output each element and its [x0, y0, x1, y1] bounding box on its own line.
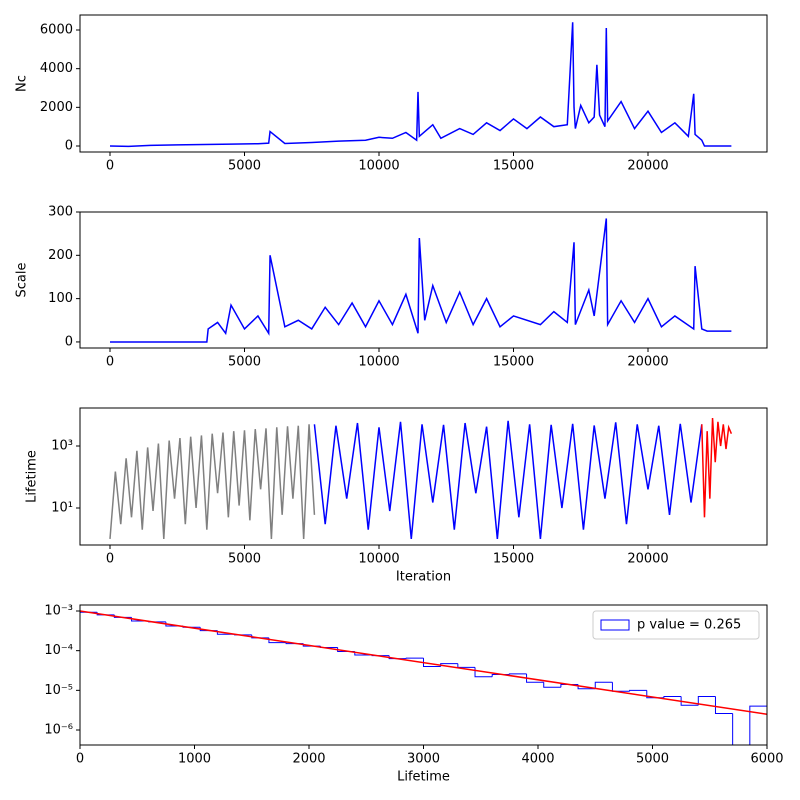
x-tick-label: 2000 [292, 752, 325, 767]
histogram-bin [508, 673, 527, 675]
x-tick-label: 15000 [493, 552, 534, 567]
x-tick-label: 5000 [636, 752, 669, 767]
x-tick-label: 5000 [228, 552, 261, 567]
x-tick-label: 0 [106, 159, 114, 174]
legend-label: p value = 0.265 [637, 618, 741, 633]
x-tick-label: 6000 [750, 752, 783, 767]
histogram-bin [594, 681, 613, 689]
x-axis-label: Iteration [396, 570, 451, 585]
x-tick-label: 0 [106, 552, 114, 567]
x-tick-label: 20000 [627, 355, 668, 370]
line-series [109, 424, 316, 540]
x-tick-label: 5000 [228, 159, 261, 174]
x-tick-label: 15000 [493, 159, 534, 174]
histogram-bin [80, 611, 98, 745]
x-tick-label: 20000 [627, 552, 668, 567]
histogram-bin [714, 696, 733, 715]
legend-swatch [600, 619, 630, 631]
y-tick-label: 300 [48, 205, 73, 220]
x-tick-label: 0 [76, 752, 84, 767]
line-series [701, 417, 733, 518]
x-tick-label: 1000 [178, 752, 211, 767]
y-tick-label: 10⁻⁴ [44, 643, 73, 658]
histogram-bin [749, 705, 767, 745]
line-series [109, 22, 732, 148]
histogram-bin [405, 657, 424, 659]
axes-frame [79, 211, 768, 349]
y-tick-label: 6000 [40, 23, 73, 38]
axes-frame [79, 604, 768, 746]
y-axis-label: Nc [15, 75, 30, 92]
plot-area [109, 22, 732, 148]
axes-frame [79, 14, 768, 153]
fit-line [80, 610, 767, 715]
y-tick-label: 200 [48, 248, 73, 263]
histogram-bin [611, 682, 630, 692]
x-tick-label: 3000 [407, 752, 440, 767]
axes-frame [79, 407, 768, 546]
x-tick-label: 4000 [521, 752, 554, 767]
x-tick-label: 15000 [493, 355, 534, 370]
y-tick-label: 0 [65, 334, 73, 349]
y-tick-label: 2000 [40, 100, 73, 115]
x-tick-label: 0 [106, 355, 114, 370]
y-tick-label: 10³ [51, 438, 73, 453]
line-series [313, 420, 703, 540]
x-axis-label: Lifetime [397, 770, 450, 785]
histogram-bin [680, 696, 699, 706]
histogram-bin [697, 695, 716, 706]
histogram-bin [457, 663, 476, 668]
histogram-bin [526, 673, 544, 683]
histogram-bin [423, 658, 441, 667]
y-tick-label: 0 [65, 139, 73, 154]
y-tick-label: 100 [48, 291, 73, 306]
y-tick-label: 4000 [40, 61, 73, 76]
plot-area [109, 218, 732, 343]
x-tick-label: 20000 [627, 159, 668, 174]
line-series [109, 218, 732, 343]
y-axis-label: Scale [15, 263, 30, 298]
histogram-bin [543, 682, 561, 688]
plot-area [109, 417, 733, 540]
histogram-bin [629, 689, 647, 692]
histogram-bin [732, 713, 734, 745]
histogram-bin [663, 695, 682, 698]
x-tick-label: 10000 [358, 355, 399, 370]
plot-area [80, 610, 767, 745]
legend-box [592, 610, 760, 640]
y-tick-label: 10⁻³ [44, 603, 73, 618]
x-tick-label: 5000 [228, 355, 261, 370]
y-tick-label: 10¹ [51, 500, 73, 515]
y-tick-label: 10⁻⁶ [44, 723, 73, 738]
x-tick-label: 10000 [358, 159, 399, 174]
y-axis-label: Lifetime [25, 450, 40, 503]
y-tick-label: 10⁻⁵ [44, 683, 73, 698]
x-tick-label: 10000 [358, 552, 399, 567]
